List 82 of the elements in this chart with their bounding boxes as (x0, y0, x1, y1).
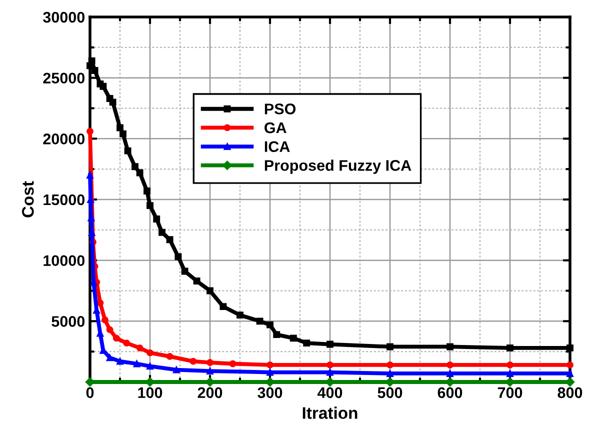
point (166, 236, 174, 244)
point (136, 344, 144, 352)
y-tick-label: 25000 (43, 72, 85, 84)
point (86, 172, 94, 179)
point (236, 312, 244, 319)
point (102, 316, 108, 324)
point (190, 358, 197, 365)
point (446, 343, 454, 350)
legend-label: ICA (264, 141, 290, 152)
point (146, 362, 154, 370)
point (206, 287, 214, 294)
point (193, 278, 200, 284)
y-tick-label: 5000 (52, 316, 85, 327)
point (266, 361, 274, 368)
x-tick-label: 400 (317, 387, 342, 398)
x-tick-label: 800 (558, 387, 582, 398)
point (386, 370, 394, 377)
point (112, 334, 120, 342)
point (106, 326, 114, 334)
y-tick-label: 30000 (43, 12, 85, 23)
point (256, 318, 264, 325)
x-tick-label: 600 (438, 387, 462, 398)
point (386, 361, 394, 368)
point (106, 354, 114, 362)
point (166, 352, 174, 360)
point (506, 370, 514, 377)
point (446, 361, 454, 368)
legend-label: GA (264, 122, 286, 134)
point (266, 368, 274, 376)
point (86, 128, 94, 135)
x-tick-label: 100 (138, 387, 162, 398)
point (88, 57, 96, 64)
point (172, 366, 180, 374)
point (303, 340, 310, 347)
point (116, 358, 124, 365)
legend-label: PSO (264, 104, 296, 114)
point (386, 343, 394, 350)
point (273, 331, 280, 338)
point (144, 188, 150, 194)
point (446, 370, 454, 377)
point (120, 130, 126, 138)
point (566, 344, 574, 352)
point (506, 344, 514, 352)
point (146, 202, 154, 210)
y-tick-label: 15000 (44, 194, 85, 206)
point (146, 349, 154, 356)
legend-label: Proposed Fuzzy ICA (264, 160, 412, 174)
point (123, 340, 130, 347)
x-axis-title: Itration (302, 406, 358, 419)
point (326, 340, 334, 348)
point (116, 124, 124, 132)
point (290, 334, 297, 342)
point (133, 360, 140, 368)
point (326, 361, 334, 368)
y-tick-label: 10000 (44, 255, 85, 266)
point (566, 370, 574, 377)
point (220, 303, 227, 310)
x-tick-label: 300 (258, 387, 282, 398)
point (96, 299, 104, 306)
point (326, 368, 334, 376)
point (229, 360, 236, 368)
point (174, 253, 182, 260)
y-tick-label: 20000 (43, 134, 85, 144)
point (100, 82, 107, 90)
point (566, 361, 574, 368)
x-tick-label: 200 (198, 387, 222, 398)
point (132, 163, 138, 170)
point (91, 67, 98, 74)
point (136, 169, 144, 176)
point (109, 98, 116, 106)
point (266, 321, 274, 328)
y-axis-title: Cost (22, 181, 34, 218)
x-tick-label: 500 (378, 387, 402, 398)
point (506, 361, 514, 368)
point (158, 228, 166, 236)
x-tick-label: 0 (86, 387, 94, 398)
point (206, 368, 214, 375)
point (124, 147, 132, 154)
point (181, 268, 188, 275)
point (153, 215, 160, 222)
x-tick-label: 700 (498, 387, 522, 398)
point (206, 359, 214, 366)
